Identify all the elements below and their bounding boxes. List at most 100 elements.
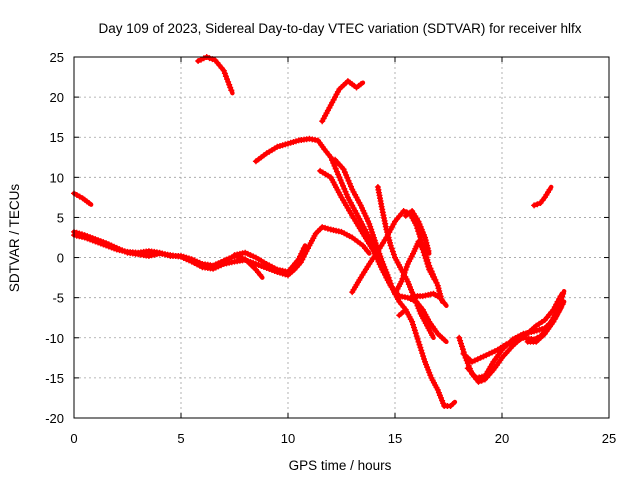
data-point-marker [348,183,354,190]
data-point-marker [419,350,426,357]
data-point-marker [385,274,392,281]
data-point-marker [370,231,376,238]
data-point-marker [441,300,448,306]
data-point-marker [435,389,442,396]
data-point-marker [422,358,428,365]
chart-title: Day 109 of 2023, Sidereal Day-to-day VTE… [99,21,582,36]
data-point-marker [220,257,227,264]
data-point-marker [469,358,475,365]
data-point-marker [100,241,107,248]
data-point-marker [366,220,373,227]
data-point-marker [186,255,192,262]
data-point-marker [287,139,294,146]
data-point-marker [419,246,426,253]
data-point-marker [103,242,110,249]
data-point-marker [293,138,299,145]
x-tick-label: 5 [177,431,184,446]
data-point-marker [438,394,444,401]
x-tick-label: 20 [495,431,509,446]
data-point-marker [405,281,412,288]
data-point-marker [324,225,331,232]
data-point-marker [367,223,374,230]
data-point-marker [327,154,334,161]
data-point-marker [400,272,407,279]
data-point-marker [95,239,102,246]
data-point-marker [424,364,431,371]
series-sat-t [531,184,554,209]
data-point-marker [423,361,429,368]
data-point-marker [558,296,565,303]
data-point-marker [422,234,428,241]
data-point-marker [333,168,340,175]
series-sat-m [392,238,438,297]
data-point-marker [480,353,487,360]
data-point-marker [475,378,482,385]
data-point-marker [372,240,379,247]
data-point-marker [244,250,251,257]
data-point-marker [536,326,543,333]
data-point-marker [418,347,425,354]
data-point-marker [368,226,375,233]
data-point-marker [224,76,230,83]
data-point-marker [378,255,385,262]
data-point-marker [384,271,391,278]
data-point-marker [404,294,411,301]
data-point-marker [195,58,202,64]
data-point-marker [399,275,406,282]
data-point-marker [426,369,433,376]
data-point-marker [299,248,306,254]
data-point-marker [252,261,259,267]
data-point-marker [371,237,378,244]
data-point-marker [409,318,416,325]
data-point-marker [196,259,203,266]
data-point-marker [491,348,498,355]
data-point-marker [413,333,420,340]
data-point-marker [250,253,257,260]
data-point-marker [222,73,229,80]
data-point-marker [159,250,166,257]
data-point-marker [411,324,417,331]
data-point-marker [343,172,350,178]
data-point-marker [389,248,396,255]
x-tick-label: 0 [70,431,77,446]
data-point-marker [534,201,541,208]
data-point-marker [92,238,99,245]
data-point-marker [206,55,213,62]
data-point-marker [459,343,465,350]
series-sat-o [409,290,449,308]
data-point-marker [188,256,195,263]
data-point-marker [343,191,350,198]
data-point-marker [380,261,387,268]
data-point-marker [436,288,443,294]
data-point-marker [228,87,235,94]
y-tick-label: -10 [45,331,64,346]
data-point-marker [420,249,427,256]
data-point-marker [410,321,416,328]
data-point-marker [420,353,427,360]
data-point-marker [344,174,351,181]
data-point-marker [503,341,510,348]
series-sat-i [332,156,396,292]
y-tick-label: 15 [50,130,64,145]
data-point-marker [227,84,234,91]
data-point-marker [331,162,338,169]
data-point-marker [105,243,112,250]
data-point-marker [365,218,372,225]
data-point-marker [385,234,392,241]
data-point-marker [404,278,411,285]
y-tick-label: 5 [57,210,64,225]
y-tick-label: 25 [50,50,64,65]
data-point-marker [223,256,230,263]
data-point-marker [425,247,432,254]
data-point-marker [420,231,427,238]
data-point-marker [509,339,515,346]
data-point-marker [81,234,88,241]
data-point-marker [456,334,463,341]
data-point-marker [200,55,207,62]
data-point-marker [477,354,484,361]
data-point-marker [239,255,246,262]
data-series [71,54,567,409]
data-point-marker [336,174,343,181]
data-point-marker [457,337,464,344]
